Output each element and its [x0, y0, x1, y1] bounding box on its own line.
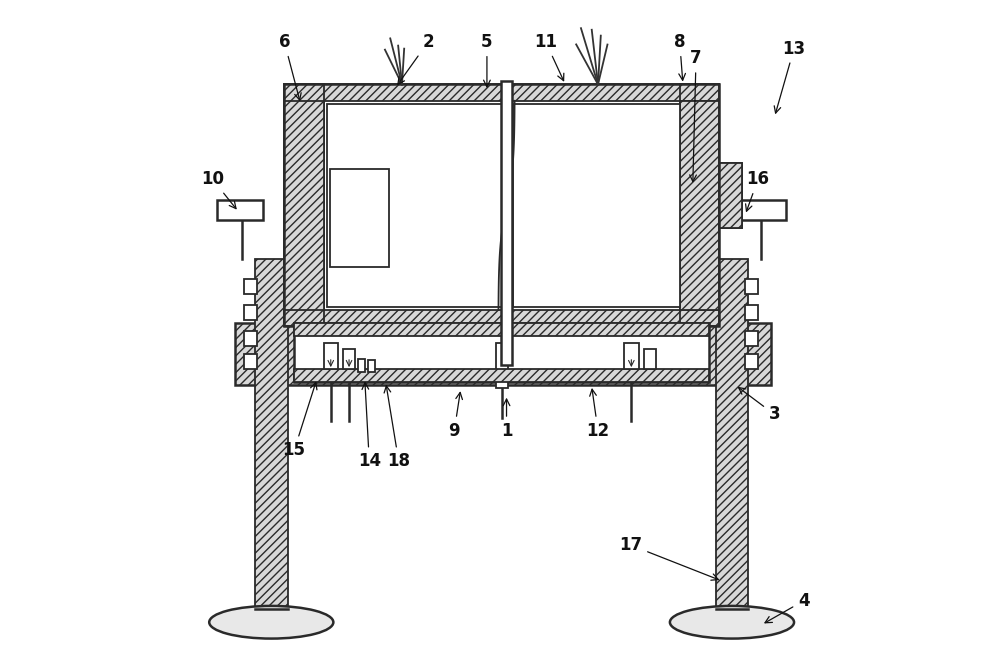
Text: 11: 11: [534, 33, 564, 80]
Bar: [680, 84, 719, 326]
Bar: [244, 279, 257, 293]
Text: 10: 10: [201, 170, 236, 209]
Text: 9: 9: [448, 393, 462, 440]
Bar: [294, 368, 709, 382]
Bar: [719, 163, 742, 228]
Text: 13: 13: [774, 40, 806, 113]
Bar: [284, 310, 719, 326]
Text: 14: 14: [358, 383, 381, 471]
Text: 16: 16: [746, 170, 770, 212]
Bar: [327, 104, 503, 306]
Text: 8: 8: [674, 33, 685, 80]
Bar: [255, 259, 288, 625]
Bar: [740, 200, 786, 219]
Bar: [284, 84, 719, 326]
Bar: [719, 163, 742, 228]
Bar: [716, 259, 748, 625]
Bar: [624, 343, 639, 368]
Text: 3: 3: [739, 387, 780, 424]
Bar: [358, 359, 365, 372]
Ellipse shape: [209, 606, 333, 639]
Bar: [343, 349, 355, 368]
Bar: [284, 84, 324, 326]
Text: 17: 17: [619, 536, 718, 580]
Bar: [680, 101, 719, 310]
Bar: [244, 331, 257, 346]
Bar: [235, 323, 771, 385]
Text: 7: 7: [690, 49, 702, 182]
Bar: [745, 355, 758, 368]
Text: 5: 5: [481, 33, 493, 87]
Bar: [680, 101, 719, 310]
Bar: [513, 104, 680, 306]
Bar: [368, 360, 375, 372]
Text: 18: 18: [384, 386, 410, 471]
Text: 15: 15: [283, 382, 317, 459]
Text: 6: 6: [279, 33, 301, 100]
Bar: [496, 343, 508, 388]
Bar: [745, 279, 758, 293]
Bar: [745, 331, 758, 346]
Text: 4: 4: [765, 592, 810, 623]
Bar: [644, 349, 656, 368]
Bar: [244, 355, 257, 368]
Bar: [244, 305, 257, 320]
Bar: [294, 323, 709, 336]
Bar: [284, 101, 324, 310]
Bar: [324, 343, 338, 368]
Text: 12: 12: [586, 389, 610, 440]
Bar: [501, 81, 512, 366]
Text: 1: 1: [501, 399, 512, 440]
Bar: [294, 323, 709, 382]
Text: 2: 2: [398, 33, 434, 84]
Bar: [745, 305, 758, 320]
Bar: [330, 169, 389, 268]
Bar: [284, 84, 719, 101]
Bar: [217, 200, 263, 219]
Ellipse shape: [670, 606, 794, 639]
